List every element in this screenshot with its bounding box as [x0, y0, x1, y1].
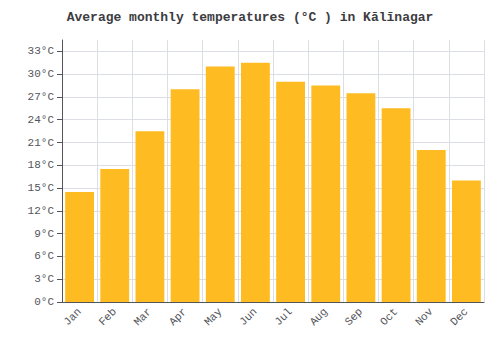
svg-text:3°C: 3°C: [34, 273, 54, 285]
svg-text:May: May: [202, 305, 225, 328]
svg-text:Nov: Nov: [413, 305, 436, 328]
svg-text:27°C: 27°C: [28, 91, 55, 103]
svg-text:Jun: Jun: [237, 306, 259, 328]
svg-text:12°C: 12°C: [28, 205, 55, 217]
svg-text:Apr: Apr: [167, 306, 189, 328]
svg-text:18°C: 18°C: [28, 159, 55, 171]
svg-text:15°C: 15°C: [28, 182, 55, 194]
svg-text:Mar: Mar: [132, 306, 154, 328]
svg-text:Average monthly temperatures (: Average monthly temperatures (°C ) in Kā…: [67, 10, 434, 25]
svg-text:Dec: Dec: [448, 306, 470, 328]
svg-text:Aug: Aug: [308, 306, 330, 328]
svg-text:9°C: 9°C: [34, 228, 54, 240]
svg-text:6°C: 6°C: [34, 250, 54, 262]
svg-text:Jan: Jan: [61, 306, 83, 328]
svg-text:Jul: Jul: [272, 306, 294, 328]
svg-text:Oct: Oct: [378, 306, 400, 328]
svg-text:30°C: 30°C: [28, 68, 55, 80]
svg-text:Feb: Feb: [97, 306, 119, 328]
svg-text:0°C: 0°C: [34, 296, 54, 308]
svg-text:21°C: 21°C: [28, 137, 55, 149]
svg-text:33°C: 33°C: [28, 45, 55, 57]
svg-text:Sep: Sep: [343, 306, 365, 328]
svg-text:24°C: 24°C: [28, 114, 55, 126]
